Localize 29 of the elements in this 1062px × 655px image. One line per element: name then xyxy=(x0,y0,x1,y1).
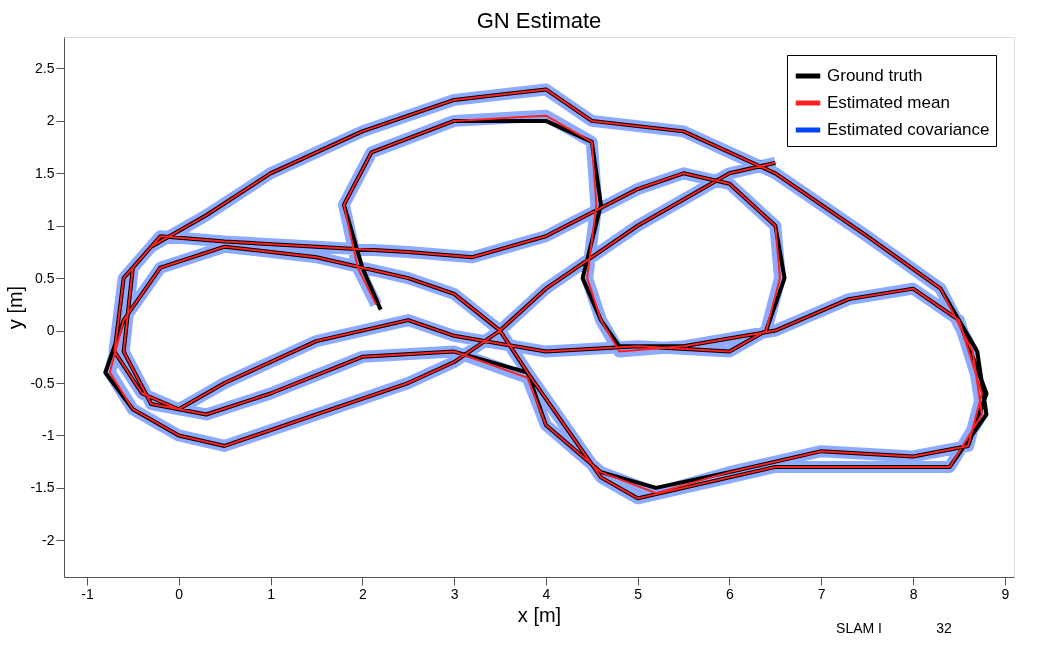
x-tick-label: 9 xyxy=(1001,585,1010,602)
text: 32 xyxy=(936,620,952,636)
x-tick-label: 3 xyxy=(450,585,459,602)
x-tick-label: 7 xyxy=(817,585,826,602)
y-tick-label: 0 xyxy=(46,322,55,339)
x-tick-label: 5 xyxy=(634,585,643,602)
text: SLAM I xyxy=(836,620,882,636)
x-tick-label: 8 xyxy=(909,585,918,602)
y-tick-label: 2 xyxy=(46,112,55,129)
x-axis-title: x [m] xyxy=(517,603,562,626)
y-tick-label: 2.5 xyxy=(35,59,55,76)
legend-label: Ground truth xyxy=(827,66,923,85)
y-axis-title: y [m] xyxy=(4,285,27,330)
y-tick-label: -1.5 xyxy=(30,479,55,496)
y-tick-label: 1 xyxy=(46,217,55,234)
x-tick-label: -1 xyxy=(81,585,94,602)
legend-label: Estimated mean xyxy=(827,93,950,112)
chart-title: GN Estimate xyxy=(476,8,602,33)
y-tick-label: -1 xyxy=(42,426,55,443)
legend-label: Estimated covariance xyxy=(827,120,990,139)
y-tick-label: 0.5 xyxy=(35,269,55,286)
x-tick-label: 2 xyxy=(358,585,367,602)
x-tick-label: 6 xyxy=(726,585,735,602)
y-tick-label: 1.5 xyxy=(35,164,55,181)
y-tick-label: -0.5 xyxy=(30,374,55,391)
y-tick-label: -2 xyxy=(42,531,55,548)
x-tick-label: 0 xyxy=(175,585,184,602)
x-tick-label: 4 xyxy=(542,585,551,602)
x-tick-label: 1 xyxy=(267,585,276,602)
